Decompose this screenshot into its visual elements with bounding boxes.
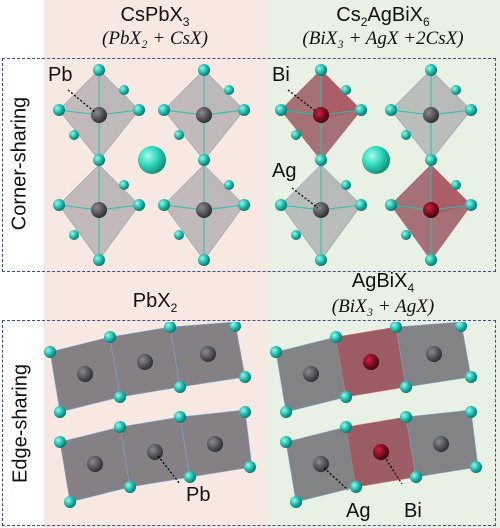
halide-atoms xyxy=(275,64,477,266)
halide-atoms xyxy=(270,322,482,508)
cs-atom xyxy=(362,146,390,174)
pb-atom xyxy=(91,107,107,123)
octahedron-face xyxy=(321,70,361,120)
corner-sharing-box xyxy=(2,58,496,272)
halide-atoms xyxy=(44,322,256,508)
ag-pointer xyxy=(291,187,319,209)
pb-pointer xyxy=(157,455,181,485)
pb-atom xyxy=(207,436,223,452)
cs-atom xyxy=(138,146,166,174)
pb-atom xyxy=(196,202,212,218)
row-label-corner-sharing: Corner-sharing xyxy=(8,96,31,231)
agbix4-structure xyxy=(270,322,482,508)
bi-atom xyxy=(363,354,379,370)
octahedron-face xyxy=(431,165,471,215)
octahedron-face xyxy=(321,165,361,215)
title-agbix4: AgBiX4 xyxy=(351,270,415,295)
label-pb-bottom: Pb xyxy=(186,484,211,506)
octahedron-face xyxy=(204,165,244,215)
octahedron-face xyxy=(431,70,471,120)
bi-atom xyxy=(423,202,439,218)
bi-pointer xyxy=(383,455,403,485)
label-pb-top: Pb xyxy=(48,64,73,86)
pb-atom xyxy=(200,346,216,362)
ag-atom xyxy=(423,107,439,123)
octahedron-face xyxy=(99,165,139,215)
formula-cs2agbix6: (BiX₃ + AgX +2CsX) xyxy=(302,28,464,49)
bi-atom xyxy=(313,107,329,123)
label-bi-top: Bi xyxy=(272,64,290,86)
cspbx3-structure xyxy=(53,64,250,266)
cs2agbix6-structure xyxy=(275,64,477,266)
title-cspbx3: CsPbX3 xyxy=(120,4,190,29)
octahedron-face xyxy=(204,70,244,120)
octahedron-face xyxy=(99,70,139,120)
edge-sharing-box xyxy=(2,320,496,526)
ag-atom xyxy=(433,436,449,452)
label-ag-top: Ag xyxy=(272,160,297,182)
formula-agbix4: (BiX₃ + AgX) xyxy=(331,296,435,317)
row-label-edge-sharing: Edge-sharing xyxy=(9,364,32,483)
pb-atom xyxy=(196,107,212,123)
pb-atom xyxy=(87,456,103,472)
ag-atom xyxy=(303,366,319,382)
label-bi-bottom: Bi xyxy=(404,500,422,522)
title-cs2agbix6: Cs2AgBiX6 xyxy=(336,4,430,29)
title-pbx2: PbX2 xyxy=(132,290,178,315)
bi-atom xyxy=(373,444,389,460)
halide-atoms xyxy=(53,64,250,266)
ag-atom xyxy=(426,346,442,362)
formula-cspbx3: (PbX₂ + CsX) xyxy=(102,28,208,49)
ag-atom xyxy=(313,202,329,218)
pb-atom xyxy=(91,202,107,218)
pbx2-structure xyxy=(44,322,256,508)
pb-atom xyxy=(77,366,93,382)
ag-atom xyxy=(313,456,329,472)
pb-atom xyxy=(137,354,153,370)
pb-atom xyxy=(147,444,163,460)
label-ag-bottom: Ag xyxy=(346,500,371,522)
ag-pointer xyxy=(323,467,349,491)
